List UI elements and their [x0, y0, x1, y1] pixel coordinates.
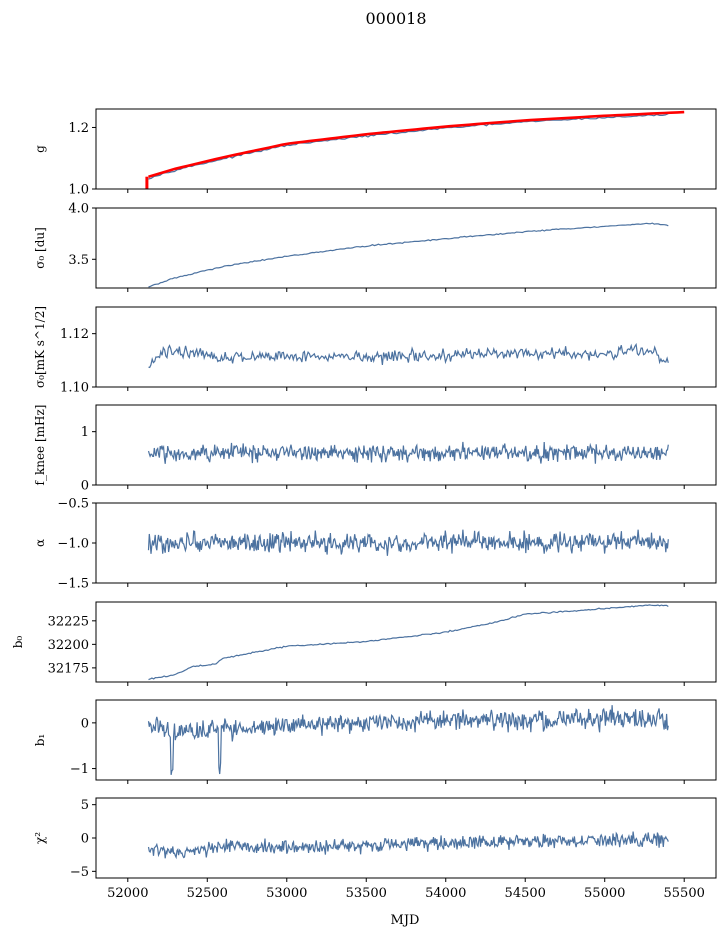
y-axis-label: g	[33, 145, 47, 153]
series-line-1	[147, 441, 669, 464]
y-axis-label: χ²	[33, 832, 47, 844]
y-axis-label: b₁	[33, 734, 47, 747]
figure-title: 000018	[365, 9, 426, 28]
axes-frame	[95, 699, 717, 781]
panel-7: −1 0 b₁	[33, 699, 717, 784]
y-tick-label: 1.10	[60, 381, 89, 396]
series-line-1	[148, 342, 669, 369]
panel-5: −1.5 −1.0 −0.5 α	[33, 497, 717, 592]
y-tick-label: 4.0	[68, 202, 89, 217]
x-tick-label: 53500	[346, 886, 387, 901]
axes-frame	[95, 601, 717, 683]
x-tick-label: 55500	[664, 886, 705, 901]
y-tick-label: 0	[81, 716, 89, 731]
y-tick-label: 1	[81, 425, 89, 440]
y-axis-label: b₀	[11, 636, 25, 649]
series-line-2	[148, 110, 685, 178]
y-tick-label: −1.0	[57, 537, 89, 552]
y-tick-label: 0	[81, 832, 89, 847]
y-tick-label: 32175	[48, 661, 89, 676]
series-line-1	[148, 113, 669, 180]
x-axis-label: MJD	[391, 913, 420, 928]
axes-frame	[95, 207, 717, 289]
y-tick-label: 1.12	[60, 327, 89, 342]
y-tick-label: −5	[70, 865, 89, 880]
y-axis-label: f_knee [mHz]	[33, 405, 47, 486]
panels: 1.0 1.2 g 3.5 4.0 σ₀ [du] 1.10 1.12 σ₀[mK s^1/2]…	[11, 108, 717, 901]
y-axis-label: α	[33, 539, 47, 547]
series-line-1	[148, 222, 669, 288]
series-line-1	[147, 529, 669, 556]
x-tick-label: 54000	[425, 886, 466, 901]
x-tick-label: 54500	[505, 886, 546, 901]
panel-8: −5 0 5 52000 52500 53000 53500 54000 54500 55000 5…	[33, 797, 717, 901]
axes-frame	[95, 108, 717, 190]
y-axis-label: σ₀ [du]	[33, 227, 47, 269]
y-tick-label: 32225	[48, 614, 89, 629]
y-tick-label: 5	[81, 798, 89, 813]
series-line-1	[147, 831, 669, 860]
axes-frame	[95, 404, 717, 486]
panel-3: 1.10 1.12 σ₀[mK s^1/2]	[33, 306, 717, 396]
series-line-1	[147, 705, 669, 776]
y-tick-label: 1.2	[68, 121, 89, 136]
y-tick-label: −1	[70, 762, 89, 777]
y-tick-label: −0.5	[57, 497, 89, 512]
panel-6: 32175 32200 32225 b₀	[11, 601, 717, 686]
series-line-1	[148, 604, 669, 681]
panel-1: 1.0 1.2 g	[33, 108, 717, 198]
axes-frame	[95, 306, 717, 388]
y-tick-label: 32200	[48, 638, 89, 653]
x-tick-label: 53000	[266, 886, 307, 901]
y-tick-label: −1.5	[57, 577, 89, 592]
y-axis-label: σ₀[mK s^1/2]	[33, 306, 47, 388]
y-tick-label: 1.0	[68, 183, 89, 198]
y-tick-label: 3.5	[68, 253, 89, 268]
panel-2: 3.5 4.0 σ₀ [du]	[33, 202, 717, 292]
y-tick-label: 0	[81, 479, 89, 494]
x-tick-label: 52500	[187, 886, 228, 901]
panel-4: 0 1 f_knee [mHz]	[33, 404, 717, 494]
x-tick-label: 52000	[107, 886, 148, 901]
x-tick-label: 55000	[584, 886, 625, 901]
